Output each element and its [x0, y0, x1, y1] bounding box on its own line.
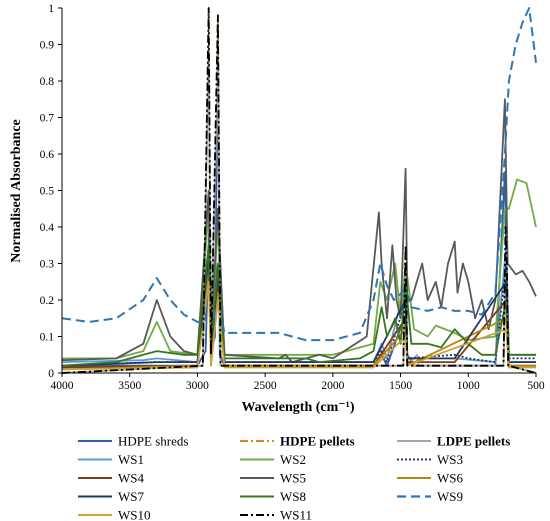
- y-tick-label: 0.5: [40, 186, 55, 198]
- y-tick-label: 0: [48, 368, 54, 380]
- legend-label: WS1: [118, 452, 144, 467]
- plot-area: [61, 7, 537, 374]
- y-tick-label: 0.6: [40, 149, 55, 161]
- legend-item-ws10: WS10: [78, 508, 151, 521]
- legend-label: WS9: [437, 489, 463, 504]
- series-line-ws11: [61, 7, 537, 374]
- legend-label: WS10: [118, 508, 151, 521]
- series-line-hdpe-pellets: [61, 7, 537, 374]
- legend-label: WS6: [437, 471, 464, 486]
- y-tick-label: 0.2: [40, 295, 55, 307]
- legend-item-ws3: WS3: [397, 452, 463, 467]
- x-tick-label: 1500: [389, 380, 412, 392]
- series-line-ws10: [61, 280, 536, 371]
- legend-item-ws7: WS7: [78, 489, 145, 504]
- series-line-ws8: [61, 244, 536, 367]
- legend-item-ws9: WS9: [397, 489, 463, 504]
- legend-label: WS11: [280, 508, 312, 521]
- series-line-hdpe-shreds: [62, 25, 536, 367]
- series-line-ws5: [61, 98, 537, 363]
- legend-label: WS4: [118, 471, 145, 486]
- axes: 4000 3500 3000 2500 2000 1500 1000 500 0 0.1 0.2 0.…: [40, 3, 545, 392]
- series-line-ws2: [62, 178, 537, 360]
- legend-label: WS2: [280, 452, 306, 467]
- legend-label: WS3: [437, 452, 463, 467]
- y-tick-label: 0.1: [40, 332, 55, 344]
- legend-item-ws8: WS8: [240, 489, 306, 504]
- y-axis-title: Normalised Absorbance: [9, 119, 24, 263]
- x-tick-label: 500: [527, 380, 545, 392]
- legend-item-ws6: WS6: [397, 471, 464, 486]
- legend-item-ws11: WS11: [240, 508, 312, 521]
- legend-item-ws4: WS4: [78, 471, 145, 486]
- legend-item-ws5: WS5: [240, 471, 306, 486]
- x-tick-label: 2000: [321, 380, 344, 392]
- legend: HDPE shreds HDPE pellets LDPE pellets WS1 WS…: [78, 434, 510, 521]
- x-tick-label: 1000: [457, 380, 480, 392]
- y-tick-label: 1: [48, 3, 54, 15]
- legend-label: HDPE pellets: [280, 434, 355, 449]
- legend-item-hdpe-pellets: HDPE pellets: [240, 434, 355, 449]
- legend-label: HDPE shreds: [118, 434, 188, 449]
- legend-label: LDPE pellets: [437, 434, 510, 449]
- y-tick-label: 0.9: [40, 40, 55, 52]
- legend-label: WS7: [118, 489, 145, 504]
- x-tick-label: 2500: [254, 380, 277, 392]
- x-axis-title: Wavelength (cm⁻¹): [241, 400, 354, 415]
- legend-item-ws1: WS1: [78, 452, 144, 467]
- x-tick-label: 4000: [51, 380, 74, 392]
- y-tick-label: 0.8: [40, 76, 55, 88]
- x-tick-label: 3000: [186, 380, 209, 392]
- y-tick-label: 0.3: [40, 259, 55, 271]
- series-line-ws4: [61, 262, 536, 369]
- series-line-ws9: [61, 7, 537, 342]
- legend-item-hdpe-shreds: HDPE shreds: [78, 434, 188, 449]
- legend-label: WS8: [280, 489, 306, 504]
- legend-label: WS5: [280, 471, 306, 486]
- y-tick-label: 0.4: [40, 222, 55, 234]
- x-tick-label: 3500: [118, 380, 141, 392]
- legend-item-ws2: WS2: [240, 452, 306, 467]
- y-tick-label: 0.7: [40, 113, 55, 125]
- legend-item-ldpe-pellets: LDPE pellets: [397, 434, 510, 449]
- series-line-ldpe-pellets: [61, 43, 537, 374]
